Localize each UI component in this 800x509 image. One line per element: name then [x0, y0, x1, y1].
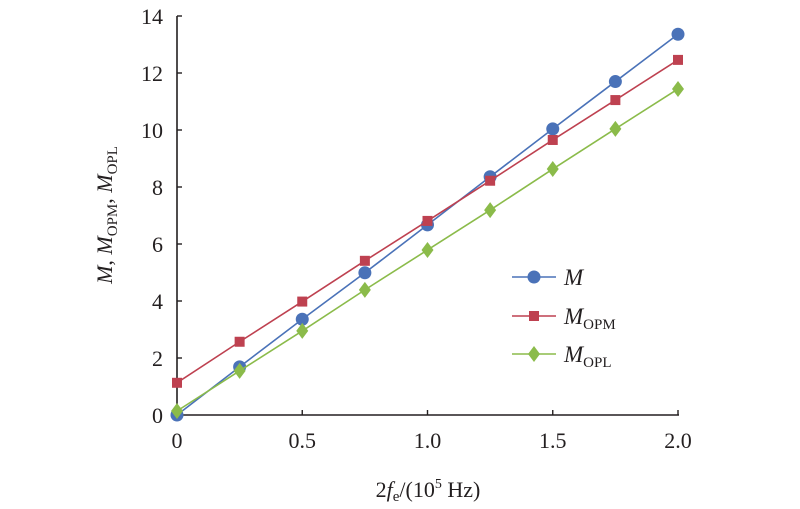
data-point	[608, 75, 622, 89]
data-point	[296, 322, 309, 339]
y-tick-label: 10	[141, 118, 163, 143]
data-point	[358, 281, 371, 298]
series-layer	[170, 27, 685, 422]
x-tick-label: 1.0	[414, 428, 442, 453]
data-point	[233, 362, 246, 379]
legend-label: M	[563, 265, 585, 290]
x-axis-title: 2fe/(105 Hz)	[376, 477, 481, 505]
data-point	[673, 54, 683, 65]
data-point	[610, 95, 621, 106]
series-m-opl	[171, 80, 684, 420]
data-point	[359, 255, 370, 266]
y-tick-label: 0	[152, 403, 163, 428]
legend-item-m: M	[512, 265, 585, 290]
data-point	[609, 120, 622, 137]
data-point	[234, 336, 245, 347]
legend-marker	[528, 346, 540, 362]
series-m-opm	[172, 54, 683, 388]
x-tick-label: 0	[172, 428, 183, 453]
data-point	[171, 403, 183, 420]
data-point	[672, 80, 684, 97]
legend-label: MOPL	[563, 342, 612, 371]
legend-marker	[527, 270, 541, 284]
legend-label: MOPM	[563, 304, 616, 333]
axes: 0 2 4 6 8 10 12 14 0 0.5 1.0 1.5 2.0	[141, 4, 692, 453]
data-point	[546, 122, 560, 136]
y-tick-label: 8	[152, 175, 163, 200]
y-tick-label: 14	[141, 4, 163, 29]
data-point	[295, 312, 309, 326]
x-tick-label: 2.0	[664, 428, 692, 453]
y-tick-label: 6	[152, 232, 163, 257]
data-point	[671, 27, 685, 41]
x-tick-label: 0.5	[289, 428, 317, 453]
data-point	[422, 215, 433, 226]
data-point	[484, 202, 497, 219]
y-axis-title: M, MOPM, MOPL	[92, 146, 121, 285]
y-tick-label: 12	[141, 61, 163, 86]
y-tick-label: 2	[152, 346, 163, 371]
legend: M MOPM MOPL	[512, 265, 616, 371]
legend-marker	[529, 311, 539, 321]
data-point	[297, 296, 308, 307]
data-point	[358, 266, 372, 280]
data-point	[172, 377, 182, 388]
legend-item-m-opm: MOPM	[512, 304, 616, 333]
data-point	[485, 175, 496, 186]
y-tick-label: 4	[152, 289, 163, 314]
legend-item-m-opl: MOPL	[512, 342, 612, 371]
data-point	[421, 241, 434, 258]
x-tick-label: 1.5	[539, 428, 567, 453]
data-point	[547, 134, 558, 145]
data-point	[546, 161, 559, 178]
